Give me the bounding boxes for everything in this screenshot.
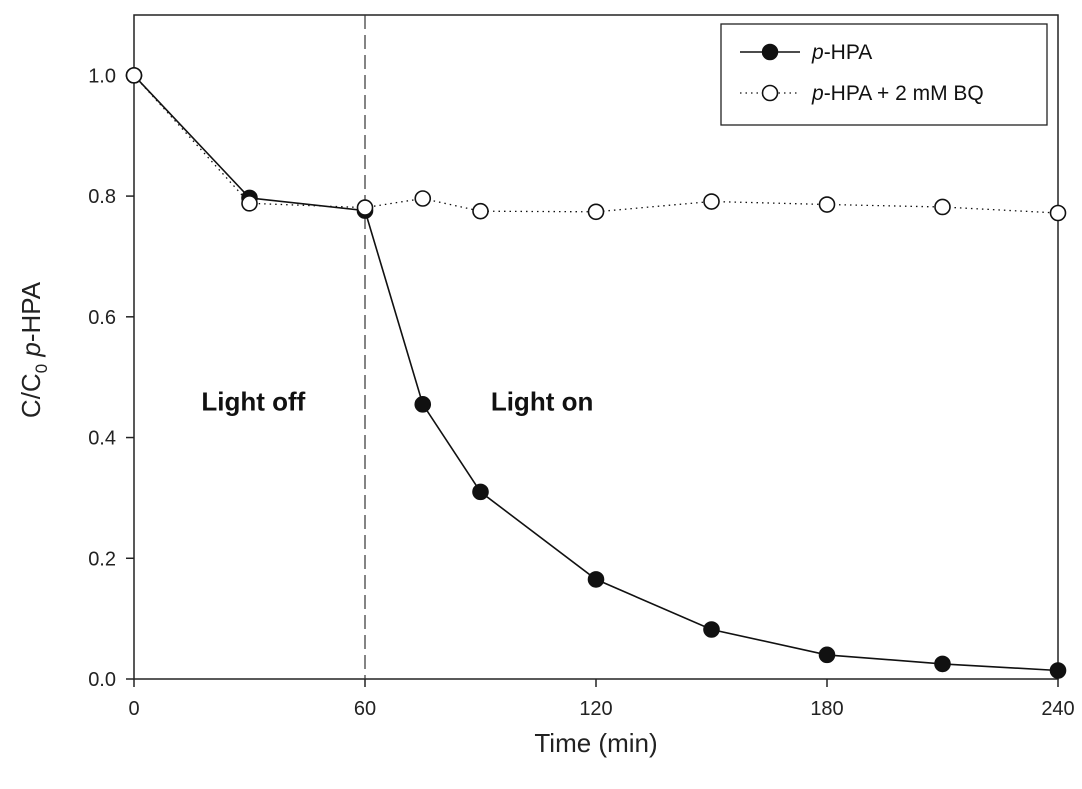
y-axis-title-space (16, 357, 46, 364)
y-axis: 0.0 0.2 0.4 0.6 0.8 1.0 (88, 65, 134, 691)
series-2-point (472, 202, 489, 220)
y-axis-title: C/C0 p-HPA (16, 281, 51, 418)
series-2-point (934, 198, 951, 216)
series-lines (133, 74, 1059, 672)
y-tick-label: 1.0 (88, 65, 116, 87)
series-1-point (703, 621, 720, 638)
legend-label-series-1: p-HPA (811, 41, 872, 64)
series-1-point (934, 655, 951, 673)
series-1-point (414, 396, 432, 413)
legend-box (720, 23, 1048, 126)
series-1-point (1049, 662, 1067, 679)
legend-label-series-2-italic: p (811, 82, 824, 105)
series-2-point (241, 195, 258, 212)
series-2-line (133, 74, 1059, 214)
y-axis-title-prefix: C/C (16, 373, 46, 418)
x-tick-label: 0 (128, 698, 139, 720)
legend-label-series-2-rest: -HPA + 2 mM BQ (824, 82, 984, 105)
annotation-light-on: Light on (491, 386, 594, 416)
series-1-point (587, 571, 605, 588)
y-axis-title-italic: p (16, 342, 46, 357)
series-2-point (1049, 204, 1067, 222)
series-1-point (472, 483, 489, 501)
series-2-point (125, 67, 143, 84)
series-2-point (414, 190, 432, 207)
y-axis-title-suffix: -HPA (16, 281, 46, 342)
annotation-light-off: Light off (201, 386, 305, 416)
x-tick-label: 180 (810, 698, 843, 720)
series-1-point (818, 646, 836, 664)
y-tick-label: 0.6 (88, 307, 116, 329)
series-2-point (587, 203, 605, 221)
legend-marker-series-1 (761, 43, 779, 61)
series-2-point (356, 199, 374, 216)
series-1-line (133, 74, 1059, 672)
x-tick-label: 120 (579, 698, 612, 720)
legend: p-HPA p-HPA + 2 mM BQ (720, 23, 1048, 126)
legend-label-series-1-italic: p (811, 41, 824, 64)
series-2-point (703, 193, 720, 210)
y-tick-label: 0.4 (88, 428, 116, 450)
series-2-point (818, 196, 836, 213)
legend-marker-series-2 (761, 84, 779, 102)
legend-label-series-1-rest: -HPA (824, 41, 873, 64)
x-tick-label: 240 (1041, 698, 1074, 720)
x-tick-label: 60 (354, 698, 376, 720)
y-axis-title-subscript: 0 (32, 364, 51, 373)
y-tick-label: 0.0 (88, 669, 116, 691)
y-tick-label: 0.8 (88, 186, 116, 208)
y-tick-label: 0.2 (88, 548, 116, 570)
series-points (125, 67, 1067, 679)
x-axis: 0 60 120 180 240 (128, 679, 1075, 720)
x-axis-title: Time (min) (534, 728, 657, 758)
legend-label-series-2: p-HPA + 2 mM BQ (811, 82, 984, 105)
